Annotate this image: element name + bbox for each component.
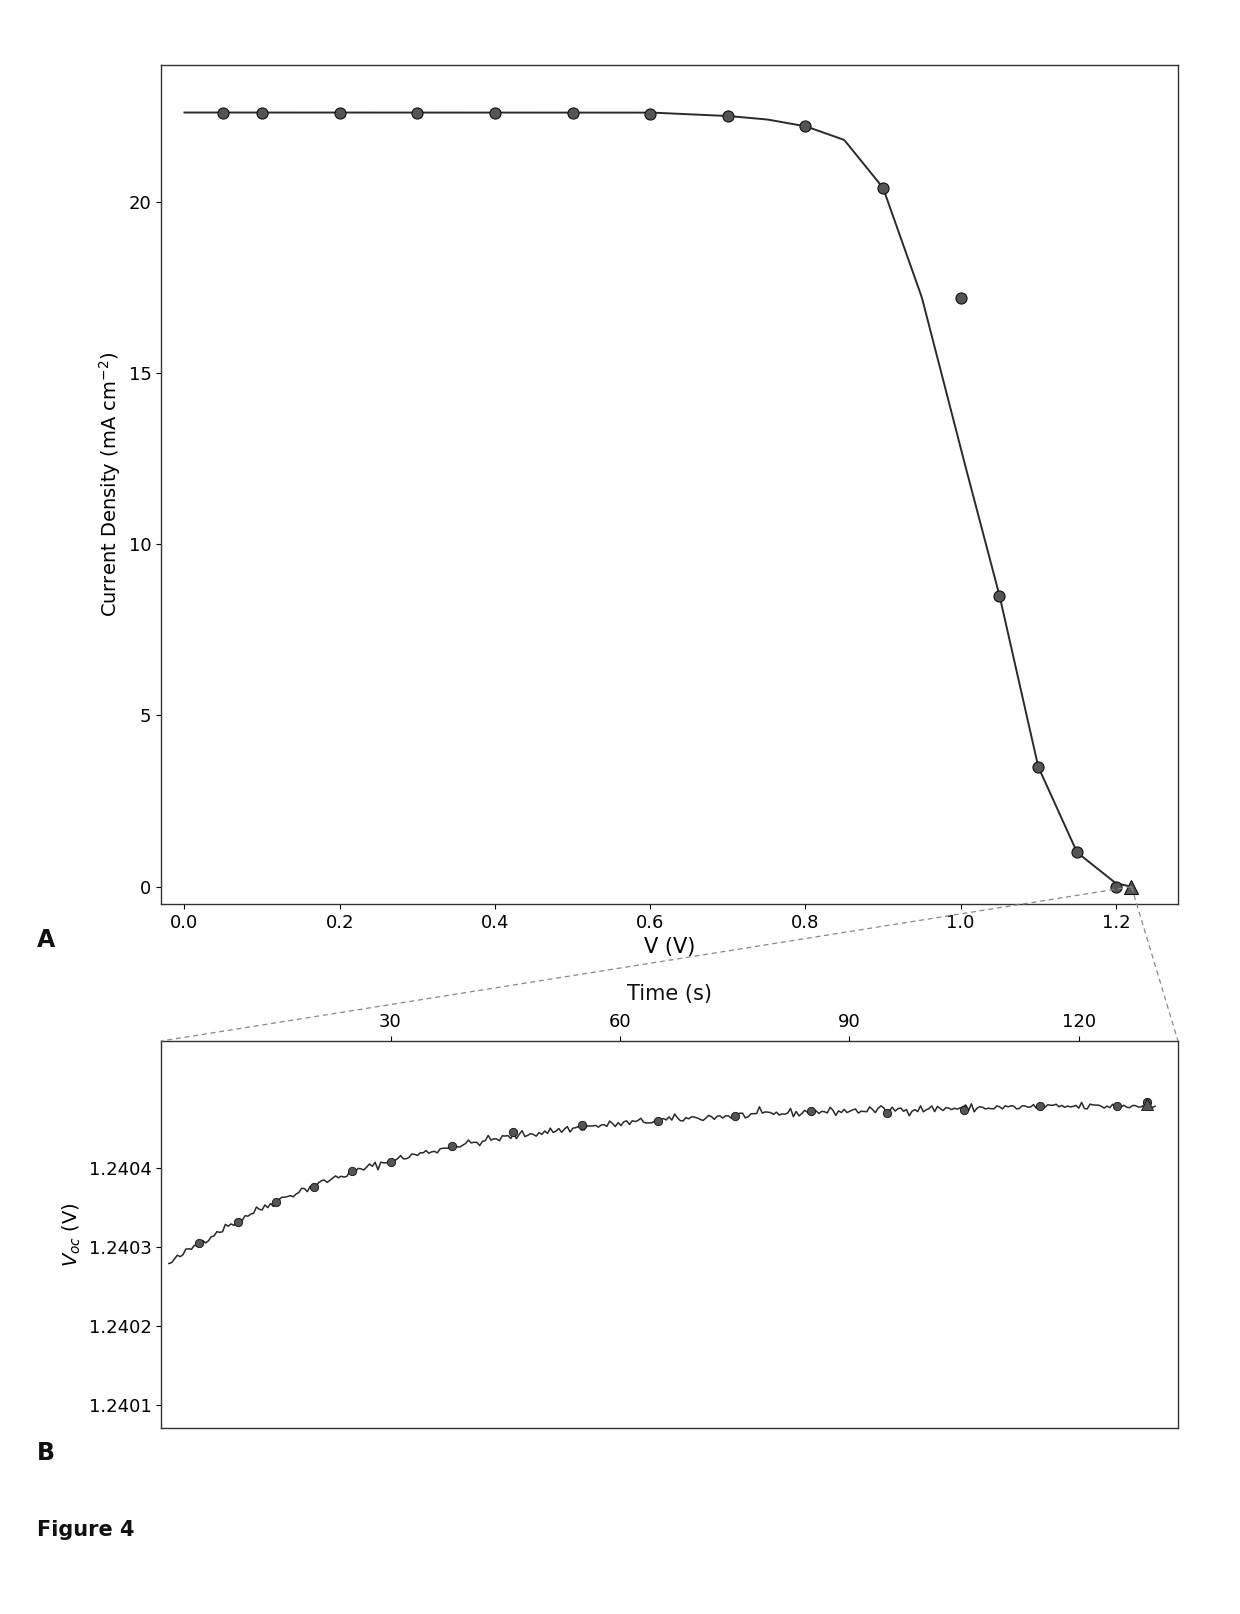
X-axis label: V (V): V (V) (644, 938, 696, 957)
Y-axis label: $V_{oc}$ (V): $V_{oc}$ (V) (61, 1202, 83, 1267)
Text: B: B (37, 1441, 56, 1466)
Text: A: A (37, 928, 56, 952)
Text: Figure 4: Figure 4 (37, 1520, 135, 1540)
Y-axis label: Current Density (mA cm$^{-2}$): Current Density (mA cm$^{-2}$) (97, 352, 123, 617)
Text: Time (s): Time (s) (627, 985, 712, 1004)
